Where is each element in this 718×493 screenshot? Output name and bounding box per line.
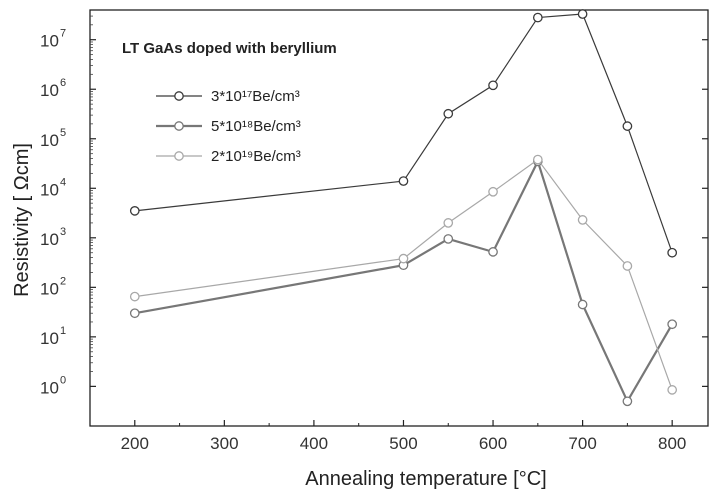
x-tick-label: 600: [479, 434, 507, 453]
series-line: [134, 158, 674, 404]
y-tick-exponent: 1: [60, 325, 66, 337]
x-tick-label: 200: [121, 434, 149, 453]
data-point: [443, 234, 454, 244]
y-tick-label: 10: [40, 180, 59, 199]
x-axis-ticks: 200 300 400 500 600 700 800: [121, 420, 686, 453]
legend-label: 3*10¹⁷Be/cm³: [211, 88, 300, 105]
data-point: [488, 186, 498, 197]
y-tick-label: 10: [40, 81, 59, 100]
y-tick-label: 10: [40, 279, 59, 298]
legend-marker: [174, 121, 184, 131]
data-point: [577, 9, 588, 19]
y-tick-exponent: 2: [60, 275, 66, 287]
data-point: [622, 121, 633, 131]
data-point: [488, 247, 498, 257]
data-point: [398, 176, 409, 186]
series-layer: [129, 9, 678, 407]
data-point: [488, 80, 498, 91]
legend-label: 2*10¹⁹Be/cm³: [211, 148, 301, 165]
y-tick-exponent: 0: [60, 374, 66, 386]
legend: 3*10¹⁷Be/cm³ 5*10¹⁸Be/cm³ 2*10¹⁹Be/cm³: [156, 88, 301, 165]
legend-marker: [174, 151, 184, 161]
y-tick-exponent: 3: [60, 226, 66, 238]
x-tick-label: 300: [210, 434, 238, 453]
data-point: [532, 154, 543, 165]
x-tick-label: 700: [568, 434, 596, 453]
data-point: [667, 319, 678, 330]
y-tick-label: 10: [40, 329, 59, 348]
y-tick-label: 10: [40, 230, 59, 249]
y-tick-label: 10: [40, 131, 59, 150]
data-point: [443, 218, 454, 228]
legend-label: 5*10¹⁸Be/cm³: [211, 118, 301, 135]
data-point: [129, 291, 140, 302]
chart-title: LT GaAs doped with beryllium: [122, 40, 337, 57]
x-axis-label: Annealing temperature [°C]: [305, 468, 546, 490]
data-point: [577, 299, 588, 310]
plot-frame: [89, 9, 709, 427]
y-tick-exponent: 6: [60, 77, 66, 89]
y-tick-label: 10: [40, 378, 59, 397]
x-tick-label: 400: [300, 434, 328, 453]
y-tick-exponent: 7: [60, 28, 66, 40]
data-point: [667, 385, 678, 395]
x-tick-label: 800: [658, 434, 686, 453]
y-tick-exponent: 5: [60, 127, 66, 139]
data-point: [622, 261, 633, 271]
data-point: [667, 247, 678, 258]
legend-marker: [174, 91, 184, 101]
x-tick-label: 500: [389, 434, 417, 453]
data-point: [622, 396, 633, 407]
y-tick-exponent: 4: [60, 176, 66, 188]
data-point: [129, 308, 140, 319]
data-point: [398, 253, 409, 264]
series-line: [134, 13, 673, 253]
data-point: [532, 12, 543, 23]
data-point: [443, 108, 454, 119]
data-point: [577, 215, 588, 225]
series-line: [134, 158, 673, 391]
y-tick-label: 10: [40, 32, 59, 51]
data-point: [129, 206, 140, 216]
y-axis-label: Resistivity [ Ωcm]: [11, 143, 33, 297]
